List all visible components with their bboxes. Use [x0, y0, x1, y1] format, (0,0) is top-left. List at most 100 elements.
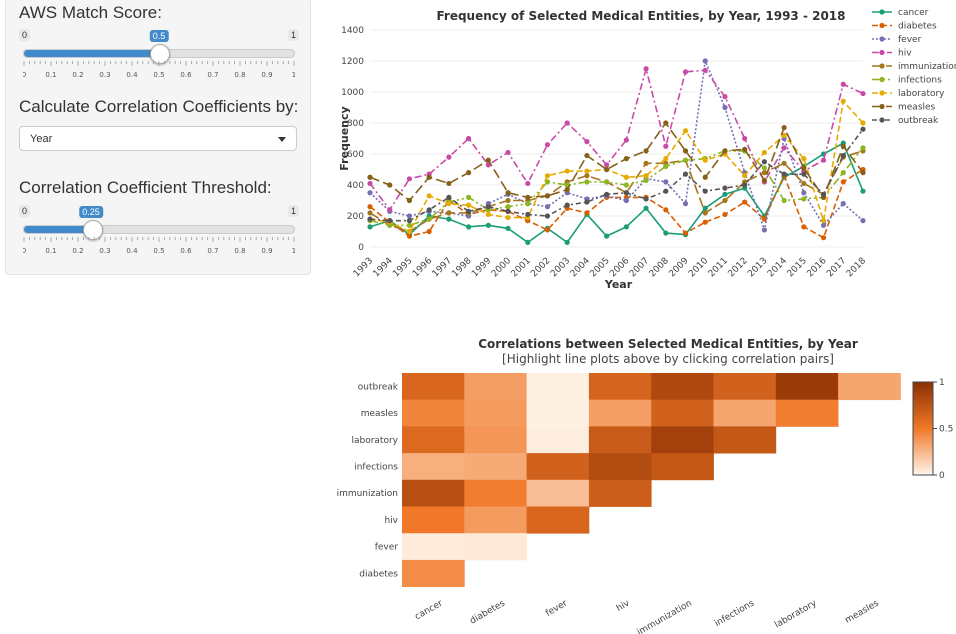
data-point	[584, 173, 590, 179]
legend-item-cancer[interactable]: cancer	[872, 8, 929, 18]
threshold-track[interactable]	[23, 220, 295, 240]
heatmap-cell[interactable]	[651, 426, 714, 454]
heatmap-cell[interactable]	[402, 426, 465, 454]
heatmap-cell[interactable]	[464, 399, 527, 427]
data-point	[406, 218, 413, 224]
heatmap-cell[interactable]	[526, 426, 590, 454]
heatmap-cell[interactable]	[402, 559, 465, 587]
match-score-tick-label: 1	[292, 71, 295, 79]
correlation-by-select[interactable]: Year	[19, 126, 297, 151]
heatmap-cell[interactable]	[402, 399, 465, 427]
heatmap-cell[interactable]	[464, 373, 527, 401]
legend-item-diabetes[interactable]: diabetes	[872, 22, 937, 32]
threshold-handle[interactable]	[82, 220, 103, 240]
heatmap-cell[interactable]	[651, 373, 714, 401]
data-point	[801, 196, 807, 202]
data-point	[367, 190, 373, 196]
data-point	[702, 210, 708, 216]
column-label: hiv	[615, 598, 632, 614]
heatmap-cell[interactable]	[464, 426, 527, 454]
caret-down-icon	[278, 137, 286, 142]
heatmap-cell[interactable]	[464, 506, 527, 534]
match-score-handle[interactable]	[150, 44, 170, 64]
heatmap-cell[interactable]	[651, 399, 714, 427]
heatmap-cell[interactable]	[402, 453, 465, 481]
column-label: immunization	[636, 599, 694, 634]
heatmap-cell[interactable]	[526, 399, 590, 427]
data-point	[702, 219, 708, 225]
data-point	[406, 228, 413, 235]
heatmap-cell[interactable]	[464, 453, 527, 481]
legend-item-fever[interactable]: fever	[872, 35, 922, 45]
data-point	[742, 135, 748, 142]
heatmap-cell[interactable]	[402, 506, 465, 534]
data-point	[663, 120, 669, 126]
data-point	[426, 193, 432, 199]
match-score-track[interactable]	[23, 44, 295, 64]
legend-item-outbreak[interactable]: outbreak	[872, 116, 939, 126]
heatmap-cell[interactable]	[838, 373, 901, 401]
colorbar-tick-label: 0	[939, 471, 945, 481]
data-point	[406, 176, 413, 182]
threshold-slider[interactable]: 0 1 0.25 0 0.1 0.2 0.3 0.4 0.5 0.6 0.7 0.8 0.9 1	[19, 205, 299, 265]
data-point	[623, 224, 629, 230]
data-point	[702, 58, 708, 64]
heatmap-cell[interactable]	[526, 453, 590, 481]
data-point	[663, 207, 669, 213]
series-outbreak	[367, 126, 866, 224]
legend-item-laboratory[interactable]: laboratory	[872, 89, 945, 99]
series-line-outbreak	[369, 128, 864, 222]
threshold-ticks: 0 0.1 0.2 0.3 0.4 0.5 0.6 0.7 0.8 0.9 1	[22, 237, 296, 257]
heatmap-cell[interactable]	[526, 479, 590, 507]
data-point	[564, 187, 570, 193]
match-score-slider[interactable]: 0 1 0.5 0 0.1 0.2 0.3 0.4 0.5 0.6 0.7 0.8 0.9 1	[19, 29, 299, 89]
heatmap-cell[interactable]	[402, 479, 465, 507]
heatmap-cell[interactable]	[713, 399, 777, 427]
data-point	[446, 201, 452, 207]
heatmap-cell[interactable]	[526, 506, 590, 534]
legend-item-infections[interactable]: infections	[872, 76, 942, 86]
data-point	[820, 222, 827, 228]
heatmap-cell[interactable]	[464, 533, 527, 561]
data-point	[505, 225, 511, 231]
legend-item-hiv[interactable]: hiv	[872, 49, 912, 59]
legend-marker	[879, 9, 885, 15]
heatmap-cell[interactable]	[588, 373, 652, 401]
threshold-tick-label: 0.8	[234, 247, 245, 255]
heatmap-cell[interactable]	[775, 373, 839, 401]
heatmap-cell[interactable]	[713, 373, 777, 401]
data-point	[544, 173, 551, 179]
heatmap-cell[interactable]	[588, 426, 652, 454]
data-point	[446, 210, 452, 216]
heatmap-cell[interactable]	[713, 426, 777, 454]
heatmap-cell[interactable]	[402, 533, 465, 561]
correlation-heatmap[interactable]: Correlations between Selected Medical En…	[320, 330, 956, 634]
data-point	[426, 228, 432, 235]
row-label: infections	[354, 462, 398, 472]
data-point	[525, 201, 531, 207]
x-tick-label: 2004	[569, 256, 592, 279]
heatmap-cell[interactable]	[651, 453, 714, 481]
data-point	[525, 180, 531, 187]
heatmap-cell[interactable]	[588, 399, 652, 427]
legend-marker	[879, 90, 885, 96]
heatmap-cell[interactable]	[588, 479, 652, 507]
frequency-line-chart[interactable]: Frequency of Selected Medical Entities, …	[320, 0, 956, 300]
series-line-infections	[369, 147, 864, 227]
legend-item-measles[interactable]: measles	[872, 103, 936, 113]
heatmap-cell[interactable]	[588, 453, 652, 481]
legend-item-immunization[interactable]: immunization	[872, 62, 956, 72]
heatmap-cell[interactable]	[775, 399, 839, 427]
data-point	[663, 179, 669, 185]
y-tick-label: 800	[347, 119, 364, 129]
x-tick-label: 2005	[588, 256, 611, 279]
heatmap-cell[interactable]	[402, 373, 465, 401]
threshold-tick-label: 0.5	[153, 247, 164, 255]
data-point	[860, 188, 866, 194]
heatmap-cell[interactable]	[526, 373, 590, 401]
heatmap-cell[interactable]	[464, 479, 527, 507]
data-point	[702, 174, 708, 180]
data-point	[722, 94, 728, 100]
series-line-immunization	[369, 150, 864, 233]
data-point	[722, 104, 728, 111]
